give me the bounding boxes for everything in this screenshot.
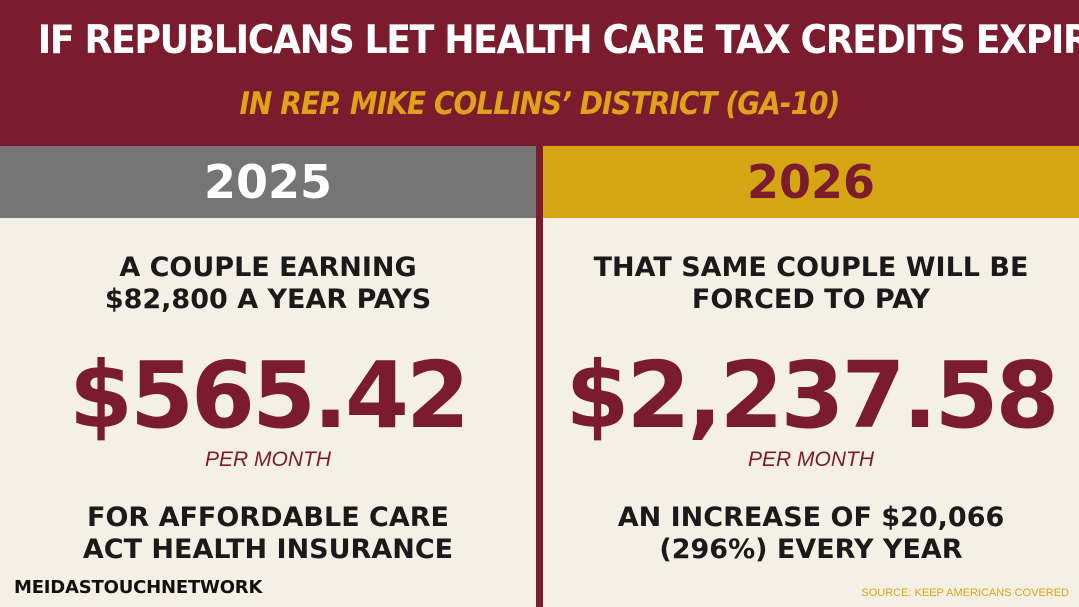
lead-line-1: A COUPLE EARNING xyxy=(119,252,417,283)
foot-text-2025: FOR AFFORDABLE CARE ACT HEALTH INSURANCE xyxy=(0,502,536,566)
year-2025-header: 2025 xyxy=(0,146,536,218)
year-2026-header: 2026 xyxy=(543,146,1079,218)
lead-line-2: $82,800 A YEAR PAYS xyxy=(104,284,432,315)
per-month-label: PER MONTH xyxy=(748,448,874,471)
subheadline: IN REP. MIKE COLLINS’ DISTRICT (GA-10) xyxy=(239,86,841,122)
lead-text-2025: A COUPLE EARNING $82,800 A YEAR PAYS xyxy=(0,252,536,316)
lead-line-2: FORCED TO PAY xyxy=(691,284,931,315)
column-divider xyxy=(536,146,543,607)
panel-2025: A COUPLE EARNING $82,800 A YEAR PAYS $56… xyxy=(0,218,536,607)
foot-text-2026: AN INCREASE OF $20,066 (296%) EVERY YEAR xyxy=(543,502,1079,566)
lead-text-2026: THAT SAME COUPLE WILL BE FORCED TO PAY xyxy=(543,252,1079,316)
foot-line-1: FOR AFFORDABLE CARE xyxy=(87,502,449,533)
source-credit: SOURCE: KEEP AMERICANS COVERED xyxy=(861,587,1069,599)
headline: IF REPUBLICANS LET HEALTH CARE TAX CREDI… xyxy=(37,18,1079,63)
foot-line-2: (296%) EVERY YEAR xyxy=(659,534,963,565)
amount-2026: $2,237.58 xyxy=(565,342,1060,449)
amount-2025: $565.42 xyxy=(68,342,470,449)
foot-line-2: ACT HEALTH INSURANCE xyxy=(82,534,454,565)
panel-2026: THAT SAME COUPLE WILL BE FORCED TO PAY $… xyxy=(543,218,1079,607)
per-month-label: PER MONTH xyxy=(205,448,331,471)
lead-line-1: THAT SAME COUPLE WILL BE xyxy=(593,252,1029,283)
brand-logo-text: MEIDASTOUCHNETWORK xyxy=(14,577,263,598)
foot-line-1: AN INCREASE OF $20,066 xyxy=(617,502,1005,533)
header-banner: IF REPUBLICANS LET HEALTH CARE TAX CREDI… xyxy=(0,0,1079,146)
